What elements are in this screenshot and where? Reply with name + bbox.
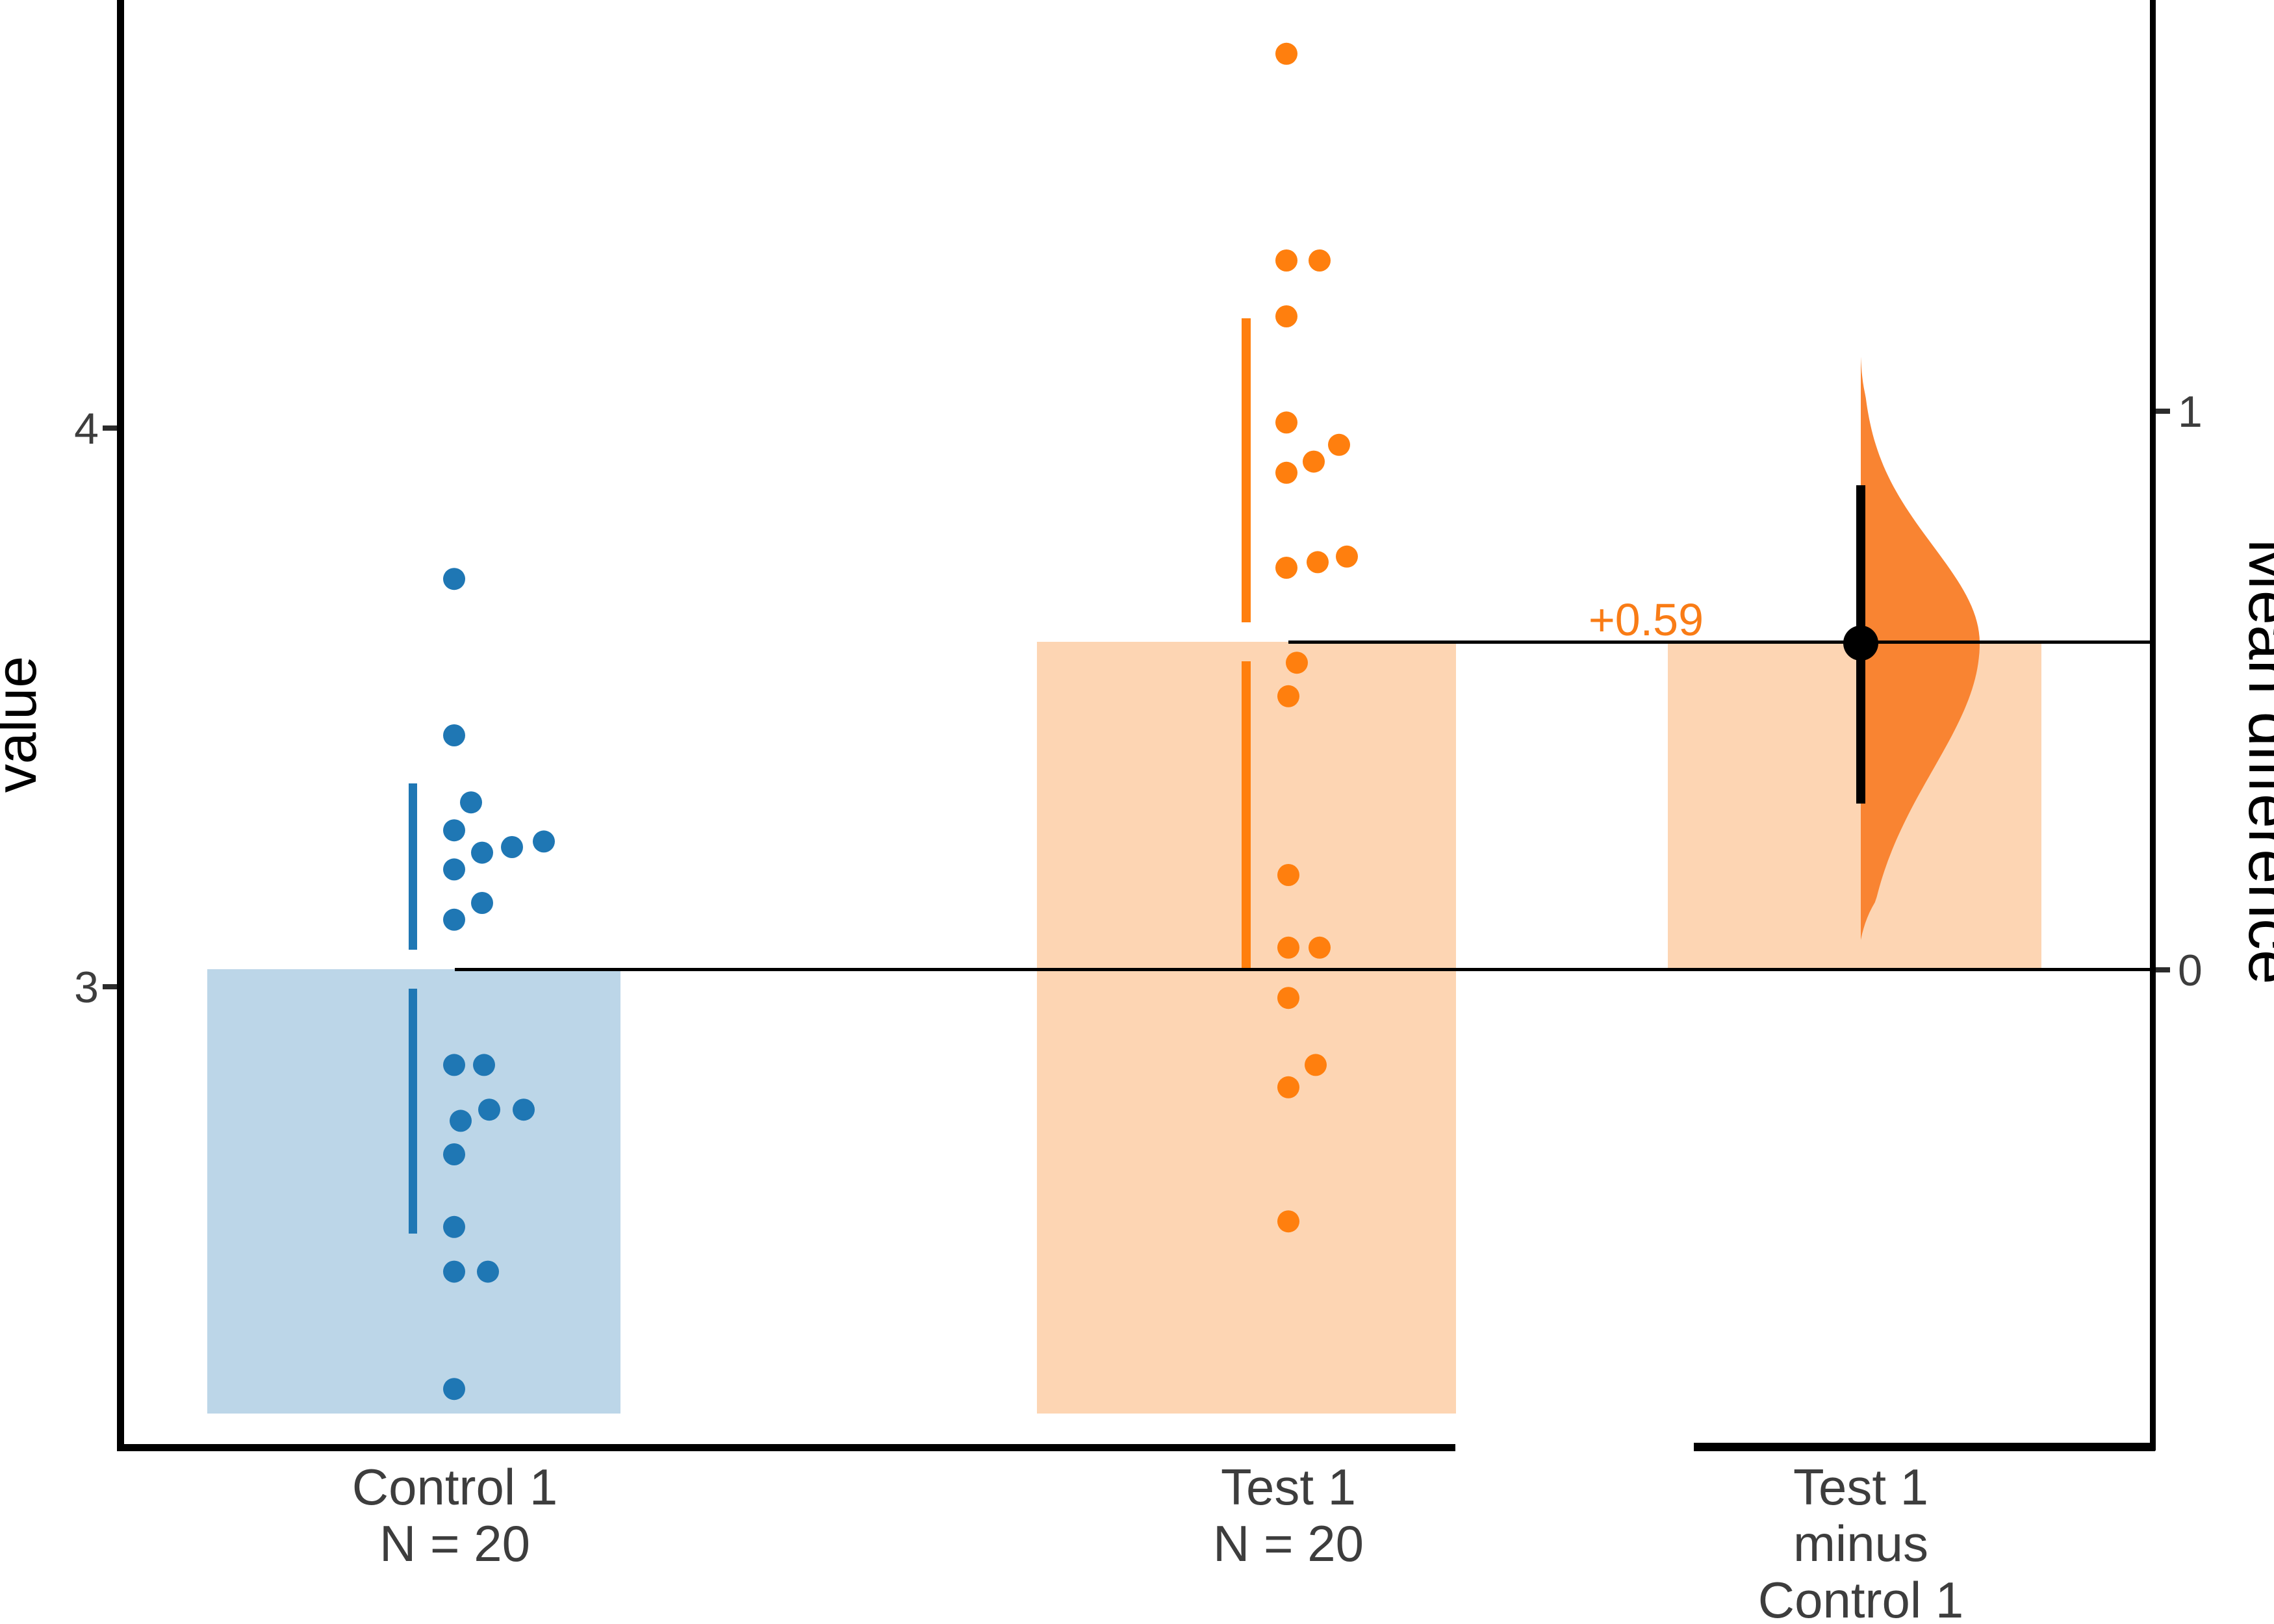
control-swarm-dot <box>478 1098 500 1121</box>
test-swarm-dot <box>1336 545 1358 568</box>
y-axis-label-right: Mean difference <box>2236 539 2274 985</box>
control-swarm-dot <box>450 1110 472 1132</box>
left-axis-spine <box>117 0 124 1451</box>
bottom-axis-spine <box>117 1444 1455 1451</box>
control-swarm-dot <box>443 1215 465 1238</box>
difference-panel-bottom-spine <box>1694 1443 2155 1451</box>
zero-difference-line <box>455 968 2153 971</box>
x-tick-label: Control 1 <box>352 1458 558 1516</box>
control-swarm-dot <box>443 568 465 590</box>
control-swarm-dot <box>443 1143 465 1165</box>
test-swarm-dot <box>1305 1054 1327 1076</box>
test-swarm-dot <box>1277 1210 1299 1233</box>
test-mean-sd-line <box>1242 318 1251 622</box>
diff-bar <box>1668 642 2041 969</box>
control-swarm-dot <box>460 791 482 814</box>
test-swarm-dot <box>1277 987 1299 1009</box>
right-axis-spine <box>2150 0 2156 1451</box>
right-tick-mark <box>2156 967 2170 972</box>
x-tick-label: N = 20 <box>1213 1515 1364 1572</box>
x-tick-label: Test 1 <box>1793 1458 1928 1516</box>
left-tick-label: 3 <box>74 963 99 1012</box>
left-tick-label: 4 <box>74 404 99 453</box>
left-tick-mark <box>103 425 117 431</box>
mean-difference-line <box>1288 641 2153 644</box>
x-tick-label: N = 20 <box>379 1515 530 1572</box>
control-swarm-dot <box>477 1260 499 1283</box>
control-mean-sd-line <box>409 783 417 950</box>
test-swarm-dot <box>1307 551 1329 574</box>
x-tick-label: Test 1 <box>1221 1458 1356 1516</box>
control-swarm-dot <box>471 841 493 864</box>
test-swarm-dot <box>1275 305 1297 327</box>
control-mean-sd-line <box>409 989 417 1234</box>
test-swarm-dot <box>1275 411 1297 434</box>
test-swarm-dot <box>1275 42 1297 65</box>
test-mean-sd-line <box>1242 661 1251 968</box>
control-swarm-dot <box>443 1054 465 1076</box>
x-tick-label: minus <box>1793 1515 1928 1572</box>
control-swarm-dot <box>471 892 493 914</box>
test-swarm-dot <box>1277 685 1299 707</box>
control-swarm-dot <box>473 1054 495 1076</box>
test-swarm-dot <box>1275 461 1297 484</box>
control-swarm-dot <box>501 836 523 858</box>
test-swarm-dot <box>1277 936 1299 959</box>
right-tick-label: 0 <box>2178 946 2203 995</box>
mean-difference-dot <box>1843 626 1878 661</box>
control-swarm-dot <box>443 1378 465 1401</box>
control-swarm-dot <box>443 819 465 842</box>
test-swarm-dot <box>1303 450 1325 473</box>
bootstrap-distribution-violin <box>1861 357 1980 940</box>
control-swarm-dot <box>443 858 465 881</box>
control-swarm-dot <box>443 908 465 931</box>
test-swarm-dot <box>1309 936 1331 959</box>
test-swarm-dot <box>1328 433 1350 456</box>
test-swarm-dot <box>1275 249 1297 272</box>
test-swarm-dot <box>1277 864 1299 886</box>
y-axis-label-left: value <box>0 656 48 793</box>
test-swarm-dot <box>1309 249 1331 272</box>
control-swarm-dot <box>443 1260 465 1283</box>
left-tick-mark <box>103 984 117 989</box>
x-tick-label: Control 1 <box>1758 1571 1964 1624</box>
control-swarm-dot <box>443 724 465 746</box>
control-swarm-dot <box>513 1098 535 1121</box>
test-swarm-dot <box>1275 557 1297 579</box>
right-tick-mark <box>2156 409 2170 414</box>
mean-difference-annotation: +0.59 <box>1589 594 1704 645</box>
right-tick-label: 1 <box>2178 387 2203 437</box>
test-swarm-dot <box>1277 1076 1299 1098</box>
control-swarm-dot <box>533 830 555 853</box>
test-swarm-dot <box>1286 652 1308 674</box>
